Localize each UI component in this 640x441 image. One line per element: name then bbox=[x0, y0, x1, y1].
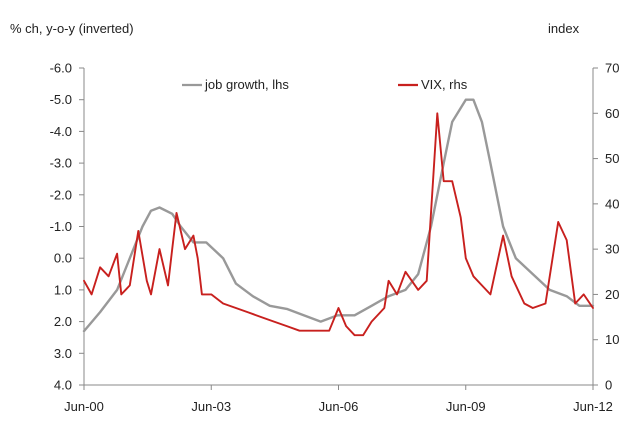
left-tick-label: -4.0 bbox=[50, 124, 72, 139]
x-tick-label: Jun-12 bbox=[573, 399, 613, 414]
legend-label-vix: VIX, rhs bbox=[421, 77, 468, 92]
series-line-vix bbox=[83, 112, 594, 337]
series-layer bbox=[82, 98, 595, 337]
left-tick-label: 3.0 bbox=[54, 346, 72, 361]
right-tick-label: 10 bbox=[605, 332, 619, 347]
left-tick-label: 1.0 bbox=[54, 282, 72, 297]
left-tick-label: -3.0 bbox=[50, 156, 72, 171]
right-tick-label: 60 bbox=[605, 106, 619, 121]
left-tick-label: 0.0 bbox=[54, 251, 72, 266]
x-tick-label: Jun-09 bbox=[446, 399, 486, 414]
left-tick-label: -1.0 bbox=[50, 219, 72, 234]
left-tick-label: 4.0 bbox=[54, 378, 72, 393]
right-tick-label: 50 bbox=[605, 151, 619, 166]
left-tick-label: 2.0 bbox=[54, 314, 72, 329]
x-tick-label: Jun-06 bbox=[319, 399, 359, 414]
right-tick-label: 30 bbox=[605, 242, 619, 257]
right-tick-label: 70 bbox=[605, 61, 619, 76]
left-tick-label: -6.0 bbox=[50, 61, 72, 76]
left-tick-label: -2.0 bbox=[50, 187, 72, 202]
left-tick-label: -5.0 bbox=[50, 92, 72, 107]
series-line-job-growth bbox=[82, 98, 595, 333]
chart-legend: job growth, lhs VIX, rhs bbox=[182, 77, 468, 92]
legend-label-job-growth: job growth, lhs bbox=[204, 77, 289, 92]
left-axis-ticks: -6.0 -5.0 -4.0 -3.0 -2.0 -1.0 0.0 1.0 2.0 3.0 4.0 bbox=[50, 61, 84, 393]
left-axis-title: % ch, y-o-y (inverted) bbox=[10, 21, 134, 36]
x-axis-ticks: Jun-00 Jun-03 Jun-06 Jun-09 Jun-12 bbox=[64, 385, 613, 414]
right-tick-label: 20 bbox=[605, 287, 619, 302]
right-tick-label: 0 bbox=[605, 378, 612, 393]
x-tick-label: Jun-03 bbox=[191, 399, 231, 414]
right-tick-label: 40 bbox=[605, 196, 619, 211]
x-tick-label: Jun-00 bbox=[64, 399, 104, 414]
right-axis-title: index bbox=[548, 21, 580, 36]
right-axis-ticks: 0 10 20 30 40 50 60 70 bbox=[593, 61, 619, 393]
